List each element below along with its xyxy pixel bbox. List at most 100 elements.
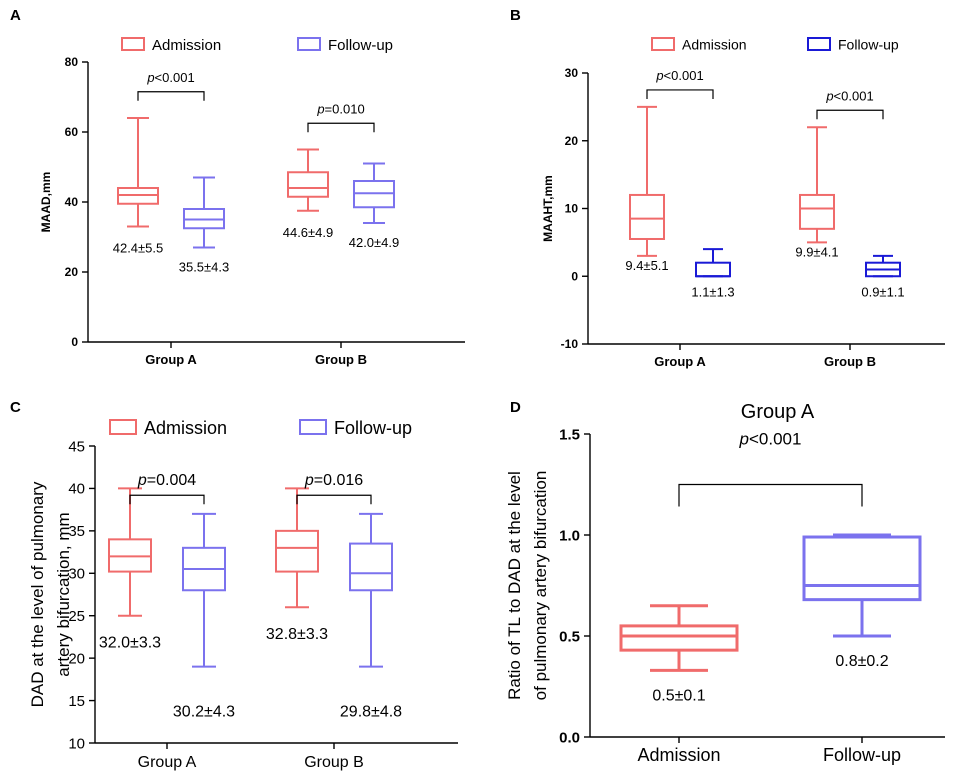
panel-a-y-tick-label: 20 <box>65 265 79 279</box>
panel-b-box-iqr <box>629 193 665 240</box>
panel-c-value-label: 32.0±3.3 <box>99 635 161 652</box>
panel-b-letter: B <box>510 7 521 24</box>
panel-c-y-axis-label: artery bifurcation, mm <box>54 512 73 676</box>
panel-c-legend-label: Follow-up <box>334 418 412 438</box>
panel-d-box-iqr <box>802 535 922 602</box>
panel-a-p-text: <0.001 <box>155 70 195 85</box>
panel-d-box-followup-1: 0.8±0.2 <box>802 533 922 670</box>
panel-a-p-text: =0.010 <box>325 101 365 116</box>
panel-a-y-axis-label: MAAD,mm <box>39 172 53 233</box>
panel-c-p-text: =0.016 <box>314 472 363 489</box>
panel-b-legend-swatch <box>807 37 831 51</box>
panel-b-value-label: 9.9±4.1 <box>795 244 838 259</box>
panel-c-y-tick-label: 15 <box>68 693 85 710</box>
panel-c-category-label: Group B <box>304 754 364 771</box>
panel-d-title: Group A <box>741 401 815 423</box>
panel-a-y-tick-label: 0 <box>71 335 78 349</box>
panel-b-y-axis-label: MAAHT,mm <box>541 175 555 242</box>
panel-c-y-tick-label: 20 <box>68 650 85 667</box>
panel-b-box-iqr <box>695 261 731 278</box>
panel-a-significance-bracket <box>137 91 205 101</box>
panel-c-p-symbol: p <box>304 472 314 489</box>
panel-d-category-label: Follow-up <box>823 745 901 765</box>
panel-b-box-iqr <box>799 193 835 230</box>
panel-a-p-symbol: p <box>146 70 154 85</box>
panel-b-p-text: <0.001 <box>664 68 704 83</box>
panel-b-y-tick-label: -10 <box>561 337 579 351</box>
panel-d-value-label: 0.5±0.1 <box>652 687 705 704</box>
panel-c-p-symbol: p <box>137 472 147 489</box>
panel-b-legend-label: Admission <box>682 36 747 52</box>
panel-a-legend-swatch <box>297 37 321 51</box>
panel-b-box-admission-1: 9.4±5.1 <box>625 105 669 273</box>
panel-a-legend-label: Follow-up <box>328 37 393 54</box>
panel-c-box-admission-2: 32.8±3.3 <box>266 487 328 643</box>
panel-d-y-axis-label: of pulmonary artery bifurcation <box>531 471 550 701</box>
panel-d-y-tick-label: 0.0 <box>559 729 580 746</box>
panel-c-p-value: p=0.004 <box>137 472 196 489</box>
panel-c-value-label: 30.2±4.3 <box>173 704 235 721</box>
panel-a-y-tick-label: 40 <box>65 195 79 209</box>
panel-a-value-label: 42.4±5.5 <box>113 241 164 256</box>
panel-d: D 0.0 0.5 1.0 1.5 Admission Follow-up Ratio of… <box>505 399 945 765</box>
panel-d-y-tick-label: 1.5 <box>559 426 580 443</box>
panel-b-p-symbol: p <box>655 68 663 83</box>
panel-c-y-tick-label: 10 <box>68 735 85 752</box>
panel-a-legend-swatch <box>121 37 145 51</box>
panel-b-p-text: <0.001 <box>834 88 874 103</box>
panel-b-value-label: 1.1±1.3 <box>691 284 734 299</box>
panel-b: B -10 0 10 20 30 Group A Group B MAAHT,mm Admiss… <box>510 7 945 369</box>
panel-a: A 0 20 40 60 80 Group A Group B MAAD,mm Admissio… <box>10 7 465 367</box>
panel-c-y-tick-label: 45 <box>68 438 85 455</box>
panel-c-value-label: 29.8±4.8 <box>340 704 402 721</box>
panel-a-value-label: 42.0±4.9 <box>349 235 400 250</box>
panel-b-p-value: p<0.001 <box>655 68 703 83</box>
panel-a-significance-bracket <box>307 122 375 133</box>
panel-a-y-tick-label: 80 <box>65 55 79 69</box>
panel-c-y-tick-label: 35 <box>68 523 85 540</box>
panel-a-legend-label: Admission <box>152 37 221 54</box>
panel-a-p-value: p<0.001 <box>146 70 194 85</box>
panel-c-box-iqr <box>349 542 393 592</box>
panel-c-box-admission-1: 32.0±3.3 <box>99 487 161 652</box>
panel-b-value-label: 0.9±1.1 <box>861 284 904 299</box>
panel-c-value-label: 32.8±3.3 <box>266 626 328 643</box>
panel-b-y-tick-label: 10 <box>565 202 579 216</box>
panel-b-y-tick-label: 30 <box>565 66 579 80</box>
panel-d-p-value: p<0.001 <box>739 430 802 449</box>
panel-b-category-label: Group A <box>654 354 706 369</box>
panel-d-p-text: <0.001 <box>749 430 801 449</box>
panel-c-p-text: =0.004 <box>147 472 196 489</box>
panel-a-value-label: 44.6±4.9 <box>283 225 334 240</box>
panel-c-p-value: p=0.016 <box>304 472 363 489</box>
panel-a-p-symbol: p <box>316 101 324 116</box>
panel-b-box-followup-2: 0.9±1.1 <box>861 254 905 299</box>
panel-c-legend-label: Admission <box>144 418 227 438</box>
panel-d-box-admission-1: 0.5±0.1 <box>619 604 739 704</box>
panel-d-p-symbol: p <box>739 430 749 449</box>
panel-c-legend-swatch <box>109 419 137 435</box>
panel-a-y-tick-label: 60 <box>65 125 79 139</box>
panel-b-y-tick-label: 20 <box>565 134 579 148</box>
panel-c-significance-bracket <box>296 494 372 505</box>
panel-c-significance-bracket <box>129 494 205 505</box>
panel-d-letter: D <box>510 399 521 416</box>
panel-b-box-followup-1: 1.1±1.3 <box>691 248 735 299</box>
panel-a-value-label: 35.5±4.3 <box>179 260 230 275</box>
panel-a-box-followup-1: 35.5±4.3 <box>179 176 230 275</box>
panel-c-category-label: Group A <box>138 754 197 771</box>
panel-d-box-iqr <box>619 624 739 652</box>
panel-d-value-label: 0.8±0.2 <box>835 653 888 670</box>
panel-c: C 10 15 20 25 30 35 40 45 Group A Group B DAD at t… <box>10 399 458 771</box>
panel-d-y-tick-label: 0.5 <box>559 628 580 645</box>
panel-b-significance-bracket <box>816 109 884 120</box>
panel-a-p-value: p=0.010 <box>316 101 364 116</box>
panel-c-box-iqr <box>275 529 319 573</box>
panel-d-significance-bracket <box>678 483 863 507</box>
panel-b-box-admission-2: 9.9±4.1 <box>795 126 839 259</box>
panel-b-value-label: 9.4±5.1 <box>625 258 668 273</box>
panel-b-significance-bracket <box>646 89 714 99</box>
panel-b-p-symbol: p <box>825 88 833 103</box>
panel-c-y-tick-label: 40 <box>68 481 85 498</box>
